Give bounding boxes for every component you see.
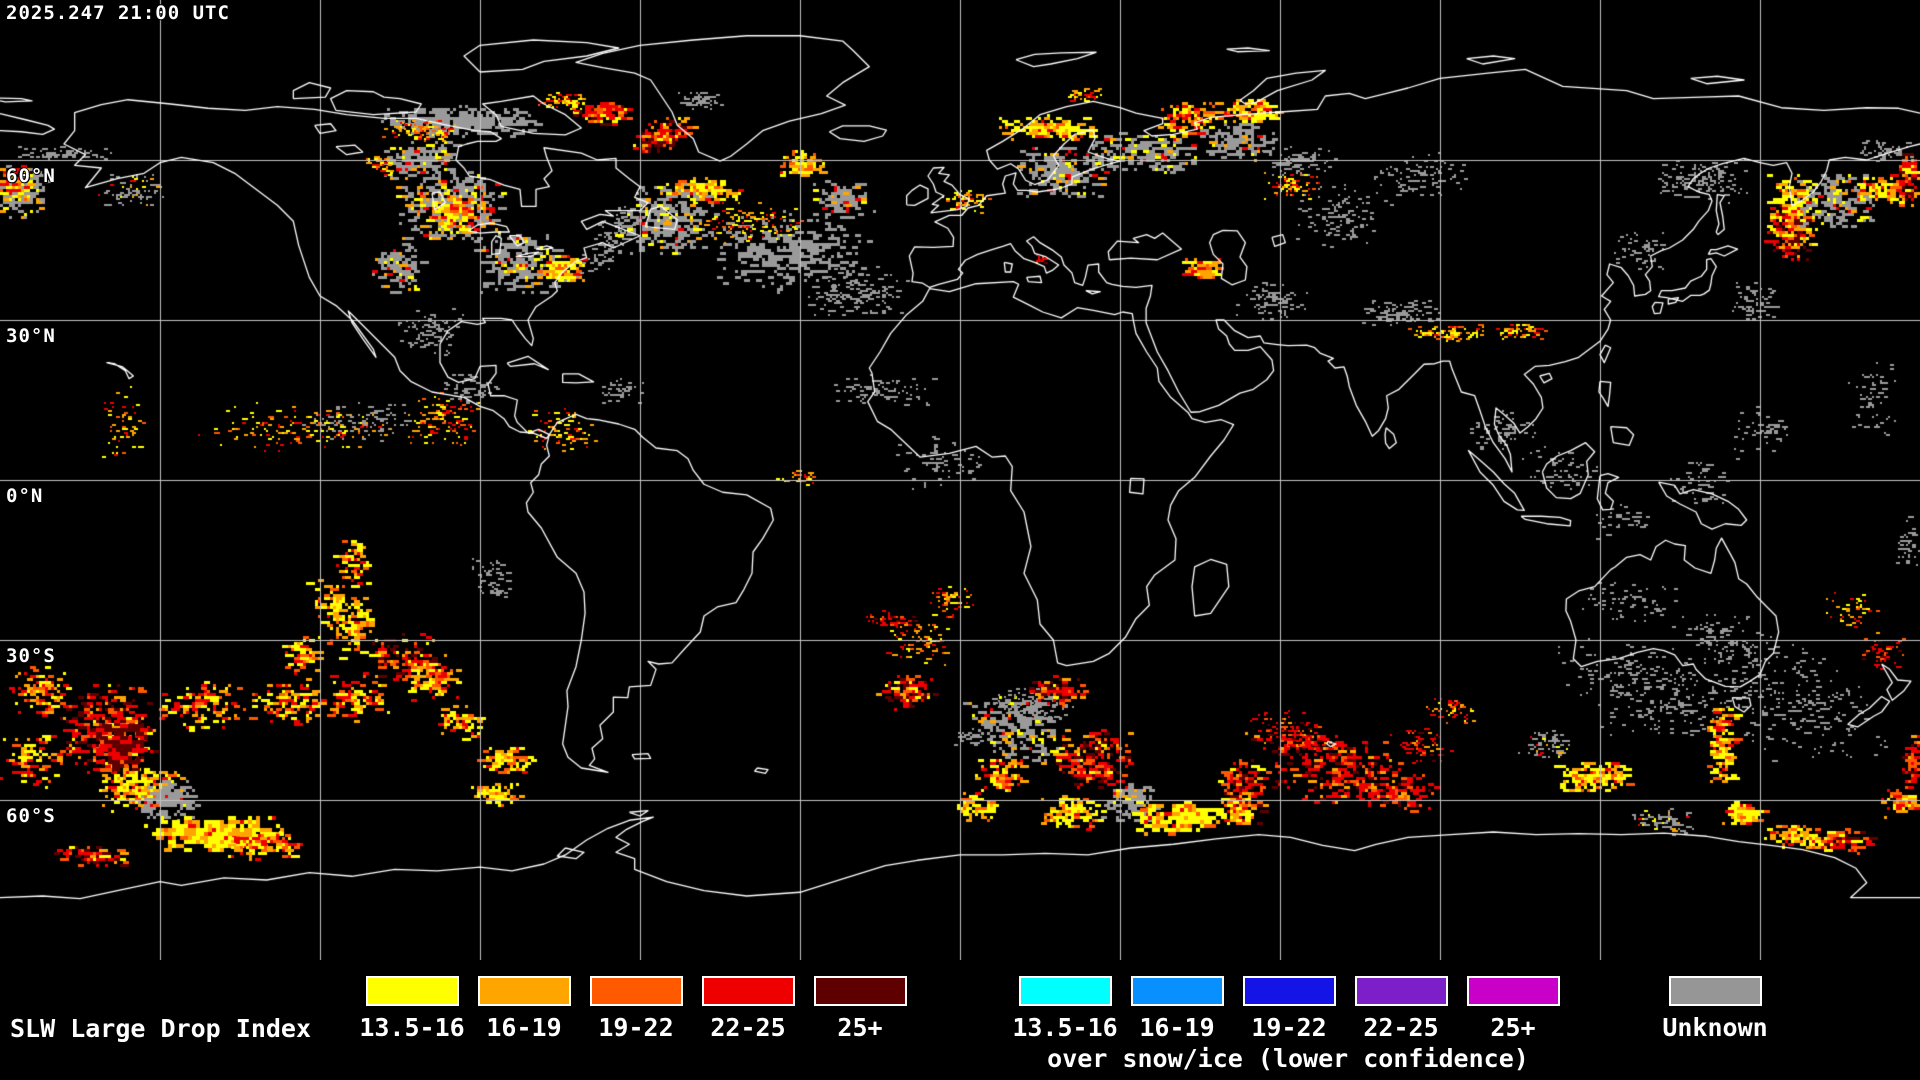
legend-warm-swatch-13.5-16 (366, 976, 459, 1006)
lat-label-0N: 0°N (6, 485, 44, 507)
legend-warm-swatch-25+ (814, 976, 907, 1006)
legend-warm-label-19-22: 19-22 (598, 1013, 674, 1042)
legend-warm-swatch-19-22 (590, 976, 683, 1006)
world-map-canvas (0, 0, 1920, 960)
timestamp-label: 2025.247 21:00 UTC (6, 2, 230, 24)
legend-warm-label-25+: 25+ (837, 1013, 883, 1042)
legend-snow-ice-label-13.5-16: 13.5-16 (1012, 1013, 1118, 1042)
lat-label-30S: 30°S (6, 645, 56, 667)
legend-snow-ice-swatch-22-25 (1355, 976, 1448, 1006)
legend-warm-swatch-22-25 (702, 976, 795, 1006)
lat-label-60S: 60°S (6, 805, 56, 827)
lat-label-30N: 30°N (6, 325, 56, 347)
lat-label-60N: 60°N (6, 165, 56, 187)
legend-warm-label-16-19: 16-19 (486, 1013, 562, 1042)
legend-warm-label-13.5-16: 13.5-16 (359, 1013, 465, 1042)
legend-snow-ice-swatch-16-19 (1131, 976, 1224, 1006)
legend-title: SLW Large Drop Index (10, 1014, 312, 1043)
legend-snow-ice-label-19-22: 19-22 (1251, 1013, 1327, 1042)
legend-snow-ice-swatch-13.5-16 (1019, 976, 1112, 1006)
legend-snow-ice-label-25+: 25+ (1490, 1013, 1536, 1042)
legend-warm-label-22-25: 22-25 (710, 1013, 786, 1042)
legend-snow-ice-caption: over snow/ice (lower confidence) (1047, 1044, 1529, 1073)
legend-unknown-label: Unknown (1662, 1013, 1768, 1042)
legend-unknown-swatch (1669, 976, 1762, 1006)
legend-snow-ice-swatch-19-22 (1243, 976, 1336, 1006)
legend-snow-ice-swatch-25+ (1467, 976, 1560, 1006)
legend-snow-ice-label-22-25: 22-25 (1363, 1013, 1439, 1042)
legend-warm-swatch-16-19 (478, 976, 571, 1006)
legend-snow-ice-label-16-19: 16-19 (1139, 1013, 1215, 1042)
